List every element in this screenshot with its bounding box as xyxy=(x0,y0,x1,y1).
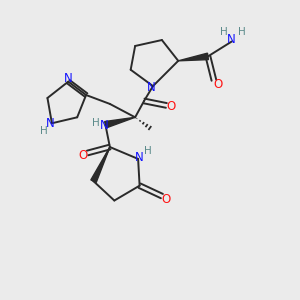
Text: O: O xyxy=(214,78,223,91)
Polygon shape xyxy=(178,53,208,61)
Text: O: O xyxy=(162,193,171,206)
Text: N: N xyxy=(100,119,108,132)
Polygon shape xyxy=(91,147,110,182)
Text: O: O xyxy=(166,100,176,113)
Text: O: O xyxy=(79,149,88,162)
Text: N: N xyxy=(46,117,55,130)
Text: N: N xyxy=(64,72,73,85)
Text: N: N xyxy=(135,151,144,164)
Polygon shape xyxy=(105,117,135,128)
Text: H: H xyxy=(220,27,228,37)
Text: H: H xyxy=(92,118,100,128)
Text: H: H xyxy=(144,146,152,157)
Text: N: N xyxy=(227,33,236,46)
Text: H: H xyxy=(238,27,246,37)
Text: H: H xyxy=(40,126,47,136)
Text: N: N xyxy=(147,81,156,94)
